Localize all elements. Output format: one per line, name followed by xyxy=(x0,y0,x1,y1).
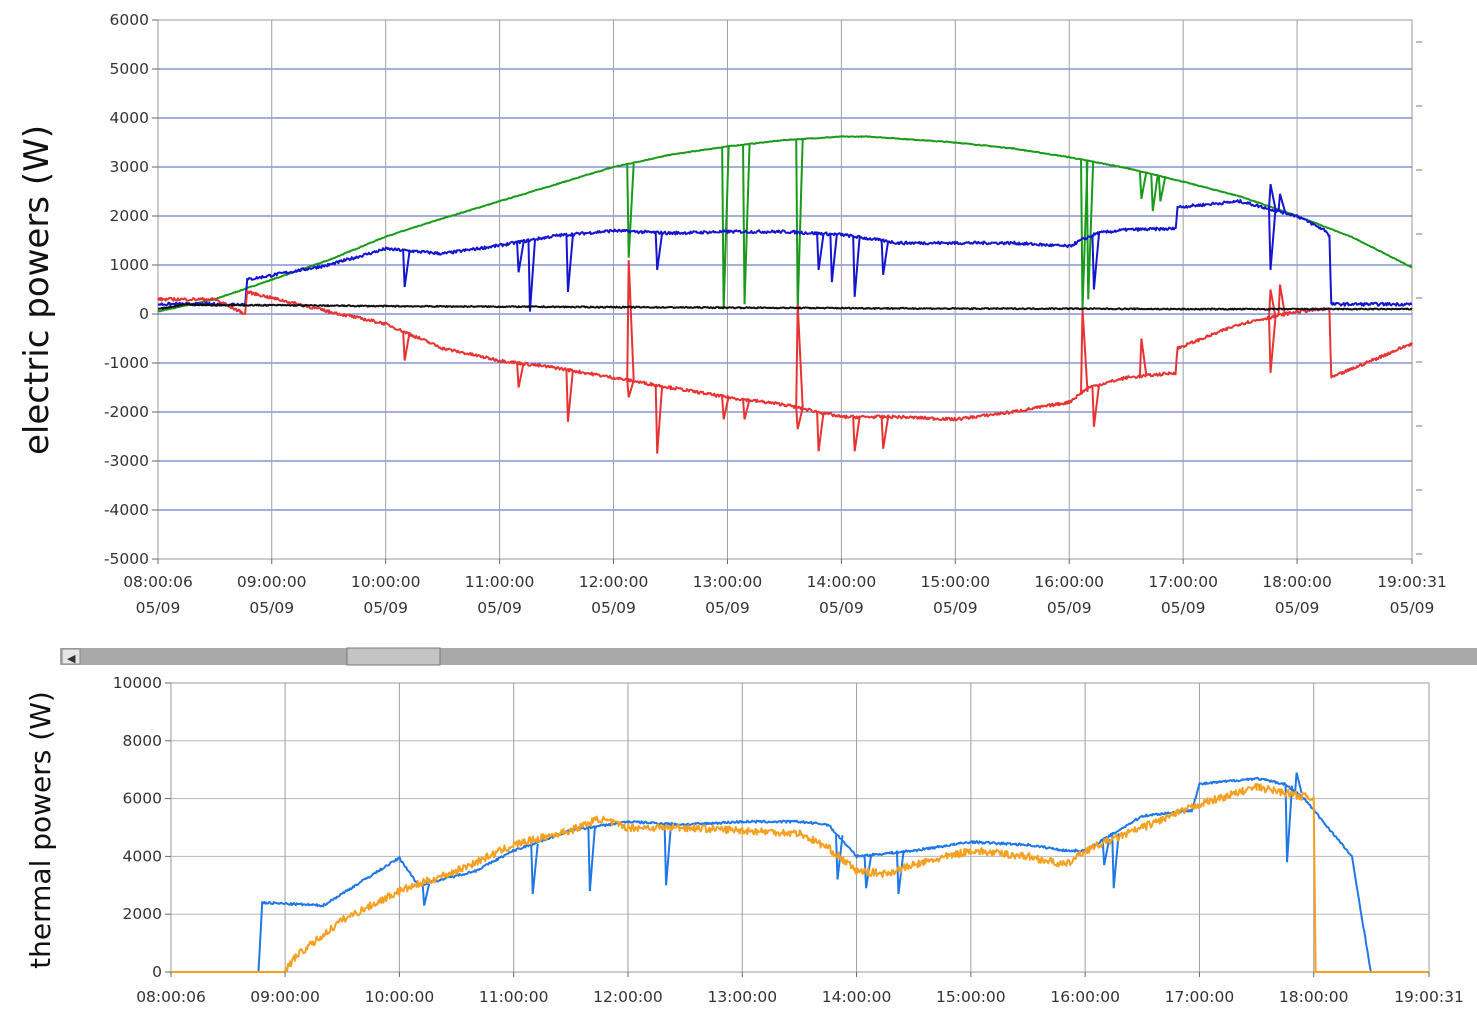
y-tick-label: 2000 xyxy=(110,207,149,225)
x-tick-label: 17:00:00 xyxy=(1165,988,1235,1006)
y-tick-label: 6000 xyxy=(110,11,149,29)
x-tick-date: 05/09 xyxy=(933,599,978,617)
x-tick-time: 19:00:31 xyxy=(1377,573,1447,591)
x-tick-label: 14:00:00 xyxy=(822,988,892,1006)
x-tick-label: 11:00:00 xyxy=(479,988,549,1006)
chevron-left-icon: ◀ xyxy=(67,652,76,665)
scrollbar-track[interactable] xyxy=(60,648,1477,665)
x-tick-time: 12:00:00 xyxy=(579,573,649,591)
x-tick-time: 09:00:00 xyxy=(237,573,307,591)
y-tick-label: 3000 xyxy=(110,158,149,176)
x-tick-date: 05/09 xyxy=(1275,599,1320,617)
y-tick-label: 0 xyxy=(152,963,162,981)
x-tick-time: 13:00:00 xyxy=(693,573,763,591)
x-tick-label: 15:00:00 xyxy=(936,988,1006,1006)
y-tick-label: 1000 xyxy=(110,256,149,274)
x-tick-time: 18:00:00 xyxy=(1262,573,1332,591)
x-tick-date: 05/09 xyxy=(819,599,864,617)
x-tick-time: 10:00:00 xyxy=(351,573,421,591)
y-tick-label: -2000 xyxy=(104,403,149,421)
y-tick-label: 2000 xyxy=(123,905,162,923)
x-tick-date: 05/09 xyxy=(136,599,181,617)
x-tick-date: 05/09 xyxy=(705,599,750,617)
horizontal-scrollbar[interactable]: ◀ xyxy=(60,648,1477,665)
x-tick-date: 05/09 xyxy=(591,599,636,617)
y-tick-label: 10000 xyxy=(113,674,162,692)
y-tick-label: -4000 xyxy=(104,501,149,519)
x-tick-date: 05/09 xyxy=(1390,599,1435,617)
plot-area xyxy=(158,20,1412,559)
x-tick-label: 19:00:31 xyxy=(1394,988,1464,1006)
x-tick-time: 14:00:00 xyxy=(807,573,877,591)
plot-area xyxy=(171,683,1429,972)
x-tick-label: 13:00:00 xyxy=(707,988,777,1006)
y-axis-ticks: 6000 5000 4000 3000 2000 1000 0 -1000 -2000 -3000… xyxy=(104,11,158,568)
x-axis-ticks: 08:00:06 05/09 09:00:00 05/09 10:00:00 05/09 1… xyxy=(123,559,1447,617)
x-tick-date: 05/09 xyxy=(1047,599,1092,617)
x-tick-date: 05/09 xyxy=(363,599,408,617)
y-tick-label: -1000 xyxy=(104,354,149,372)
scrollbar-thumb[interactable] xyxy=(347,648,440,665)
x-tick-date: 05/09 xyxy=(477,599,522,617)
y-tick-label: -5000 xyxy=(104,550,149,568)
x-tick-label: 18:00:00 xyxy=(1279,988,1349,1006)
y-axis-title: electric powers (W) xyxy=(17,125,57,455)
thermal-powers-chart: 10000 8000 6000 4000 2000 0 08:00:06 09:00:00 1… xyxy=(24,674,1464,1006)
x-axis-ticks: 08:00:06 09:00:00 10:00:00 11:00:00 12:00:00… xyxy=(136,972,1464,1006)
x-tick-label: 09:00:00 xyxy=(250,988,320,1006)
x-tick-date: 05/09 xyxy=(1161,599,1206,617)
y-tick-label: 4000 xyxy=(123,847,162,865)
y-tick-label: 8000 xyxy=(123,732,162,750)
y-tick-label: 0 xyxy=(139,305,149,323)
x-tick-label: 08:00:06 xyxy=(136,988,206,1006)
y-tick-label: -3000 xyxy=(104,452,149,470)
x-tick-time: 08:00:06 xyxy=(123,573,193,591)
x-tick-time: 17:00:00 xyxy=(1148,573,1218,591)
x-tick-date: 05/09 xyxy=(249,599,294,617)
electric-powers-chart: 6000 5000 4000 3000 2000 1000 0 -1000 -2000 -3000… xyxy=(17,11,1447,617)
y-tick-label: 6000 xyxy=(123,790,162,808)
x-tick-time: 11:00:00 xyxy=(465,573,535,591)
y-axis-title: thermal powers (W) xyxy=(24,691,57,969)
x-tick-label: 12:00:00 xyxy=(593,988,663,1006)
x-tick-label: 16:00:00 xyxy=(1050,988,1120,1006)
x-tick-time: 16:00:00 xyxy=(1034,573,1104,591)
x-tick-label: 10:00:00 xyxy=(365,988,435,1006)
y-tick-label: 4000 xyxy=(110,109,149,127)
right-axis-ticks xyxy=(1416,42,1422,554)
y-tick-label: 5000 xyxy=(110,60,149,78)
y-axis-ticks: 10000 8000 6000 4000 2000 0 xyxy=(113,674,171,981)
x-tick-time: 15:00:00 xyxy=(920,573,990,591)
